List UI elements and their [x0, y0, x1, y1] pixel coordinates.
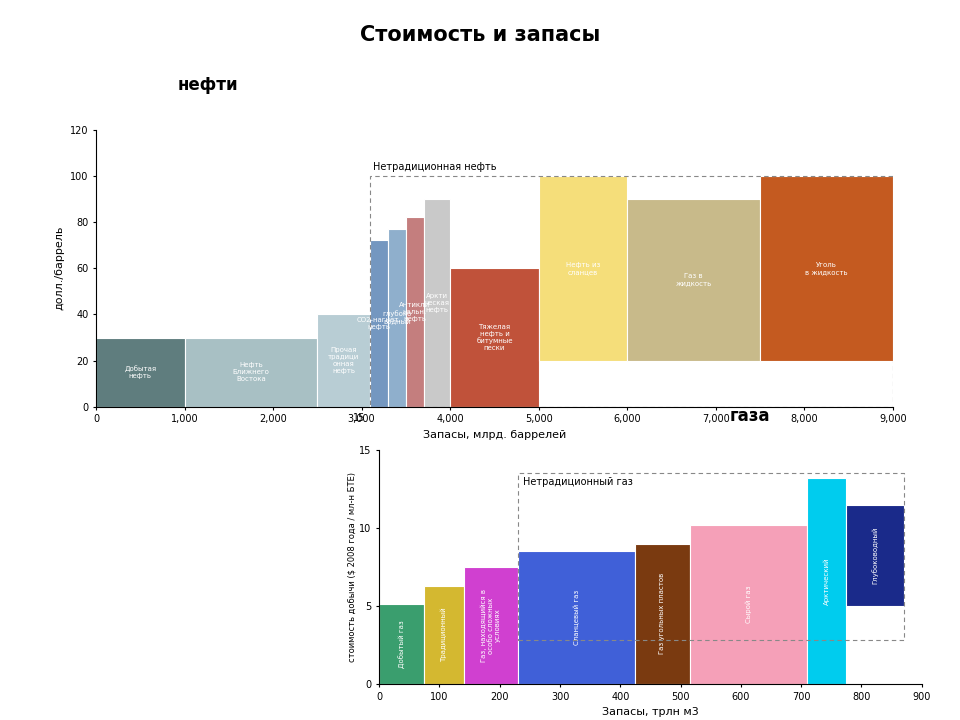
Bar — [184, 338, 318, 407]
Y-axis label: стоимость добычи ($ 2008 года / мл-н БТЕ): стоимость добычи ($ 2008 года / мл-н БТЕ… — [348, 472, 356, 662]
Text: Уголь
в жидкость: Уголь в жидкость — [805, 261, 848, 275]
Bar — [807, 478, 847, 684]
Bar — [847, 505, 903, 606]
Text: Сланцевый газ: Сланцевый газ — [573, 590, 580, 645]
Text: Нефть из
сланцев: Нефть из сланцев — [565, 261, 600, 275]
Bar — [760, 176, 893, 361]
Text: Газ в
жидкость: Газ в жидкость — [676, 274, 711, 287]
Bar — [689, 525, 807, 684]
X-axis label: Запасы, млрд. баррелей: Запасы, млрд. баррелей — [422, 430, 566, 440]
Text: нефти: нефти — [178, 76, 238, 94]
Text: Традиционный: Традиционный — [441, 608, 447, 662]
Y-axis label: долл./баррель: долл./баррель — [55, 226, 64, 310]
Bar — [517, 474, 903, 640]
Text: Добытая
нефть: Добытая нефть — [124, 365, 156, 379]
Bar — [450, 268, 539, 407]
Bar — [627, 199, 760, 361]
Bar — [318, 315, 371, 407]
Bar — [406, 217, 423, 407]
Text: глубоко
водный: глубоко водный — [382, 310, 412, 325]
Text: Прочая
традици
онная
нефть: Прочая традици онная нефть — [328, 347, 359, 374]
Bar — [371, 240, 388, 407]
Bar — [96, 338, 184, 407]
Text: Газ, находящийся в
особо сложных
условиях: Газ, находящийся в особо сложных условия… — [480, 589, 501, 662]
Text: Антикли
нальн.
нефть: Антикли нальн. нефть — [399, 302, 430, 322]
Text: Стоимость и запасы: Стоимость и запасы — [360, 25, 600, 45]
Text: Тяжелая
нефть и
битумные
пески: Тяжелая нефть и битумные пески — [476, 323, 513, 351]
Text: Сырой газ: Сырой газ — [745, 585, 752, 624]
Bar — [636, 544, 689, 684]
Bar — [379, 605, 424, 684]
Bar — [371, 176, 893, 407]
X-axis label: Запасы, трлн м3: Запасы, трлн м3 — [602, 707, 699, 717]
Bar — [388, 229, 406, 407]
Text: CO2-нагнет.
нефть: CO2-нагнет. нефть — [357, 317, 401, 330]
Text: 15: 15 — [353, 413, 366, 423]
Bar — [423, 199, 450, 407]
Text: Нетрадиционная нефть: Нетрадиционная нефть — [373, 162, 496, 172]
Text: Глубоководный: Глубоководный — [872, 526, 878, 584]
Bar — [424, 586, 464, 684]
Text: Аркти
ческая
нефть: Аркти ческая нефть — [424, 293, 449, 313]
Bar — [539, 176, 627, 361]
Text: Арктический: Арктический — [824, 557, 830, 605]
Text: Добытый газ: Добытый газ — [398, 621, 405, 668]
Text: газа: газа — [730, 408, 770, 426]
Text: Нетрадиционный газ: Нетрадиционный газ — [522, 477, 633, 487]
Text: Нефть
Ближнего
Востока: Нефть Ближнего Востока — [232, 362, 270, 382]
Bar — [464, 567, 517, 684]
Text: Газ угольных пластов: Газ угольных пластов — [660, 573, 665, 654]
Bar — [517, 552, 636, 684]
